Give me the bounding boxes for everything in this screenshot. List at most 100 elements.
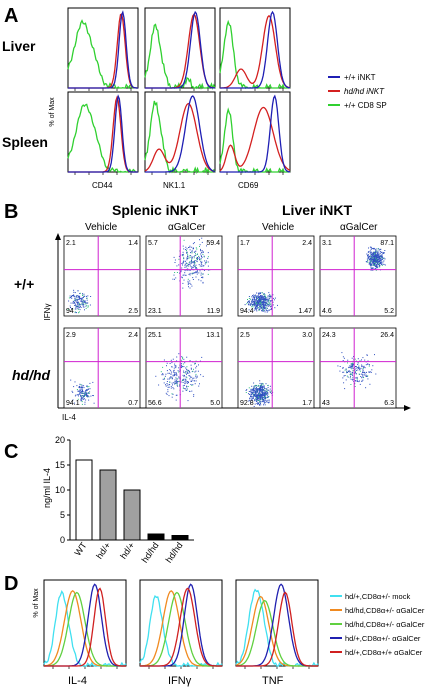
event-dot <box>263 387 265 389</box>
event-dot <box>183 370 185 372</box>
quadrant-percent: 13.1 <box>206 332 220 339</box>
event-dot <box>266 302 268 304</box>
event-dot <box>256 388 258 390</box>
event-dot <box>182 282 184 284</box>
event-dot <box>257 394 259 396</box>
event-dot <box>196 260 198 262</box>
event-dot <box>174 382 176 384</box>
event-dot <box>381 255 382 257</box>
event-dot <box>370 249 372 251</box>
event-dot <box>264 297 266 299</box>
event-dot <box>376 260 378 262</box>
event-dot <box>168 378 170 380</box>
event-dot <box>174 379 176 381</box>
event-dot <box>261 393 263 395</box>
event-dot <box>186 381 188 383</box>
event-dot <box>193 247 194 249</box>
histogram-curve <box>145 10 216 89</box>
event-dot <box>182 382 184 383</box>
event-dot <box>255 391 257 393</box>
event-dot <box>377 256 379 258</box>
event-dot <box>269 295 271 297</box>
event-dot <box>83 303 85 305</box>
event-dot <box>172 278 174 280</box>
event-dot <box>378 248 380 250</box>
event-dot <box>371 369 373 371</box>
event-dot <box>86 295 87 297</box>
quadrant-percent: 2.4 <box>302 240 312 247</box>
event-dot <box>369 371 371 373</box>
event-dot <box>264 402 266 404</box>
event-dot <box>256 392 258 394</box>
event-dot <box>171 362 173 364</box>
event-dot <box>375 266 377 267</box>
event-dot <box>259 297 261 298</box>
event-dot <box>256 298 257 300</box>
event-dot <box>257 307 259 309</box>
event-dot <box>78 299 80 301</box>
event-dot <box>180 270 182 272</box>
event-dot <box>255 396 257 398</box>
event-dot <box>262 299 264 300</box>
event-dot <box>189 372 191 374</box>
event-dot <box>268 401 270 403</box>
event-dot <box>190 252 191 254</box>
flow-plot-frame <box>63 327 141 409</box>
event-dot <box>175 365 177 367</box>
event-dot <box>265 392 267 393</box>
event-dot <box>78 305 80 307</box>
panel-a-ylabel: % of Max <box>49 97 56 127</box>
event-dot <box>77 301 79 303</box>
event-dot <box>176 373 178 375</box>
event-dot <box>174 372 176 374</box>
quadrant-percent: 4.6 <box>322 308 332 315</box>
event-dot <box>256 310 258 312</box>
event-dot <box>266 305 268 307</box>
event-dot <box>73 291 75 293</box>
event-dot <box>187 264 189 265</box>
event-dot <box>78 390 80 392</box>
event-dot <box>182 287 184 289</box>
event-dot <box>263 385 265 387</box>
histogram-curve <box>67 19 138 90</box>
event-dot <box>74 298 76 300</box>
event-dot <box>195 380 197 382</box>
event-dot <box>174 365 176 367</box>
event-dot <box>184 378 186 380</box>
event-dot <box>191 268 193 270</box>
event-dot <box>249 398 251 400</box>
event-dot <box>372 262 374 264</box>
event-dot <box>190 261 192 263</box>
event-dot <box>191 390 193 392</box>
event-dot <box>376 256 378 257</box>
event-dot <box>185 367 187 369</box>
event-dot <box>181 267 183 269</box>
event-dot <box>375 264 377 266</box>
event-dot <box>369 256 370 258</box>
event-dot <box>74 292 76 294</box>
event-dot <box>379 261 381 263</box>
event-dot <box>373 248 375 250</box>
event-dot <box>155 375 157 377</box>
event-dot <box>82 395 84 397</box>
event-dot <box>170 359 172 361</box>
event-dot <box>197 270 198 272</box>
event-dot <box>350 367 352 369</box>
event-dot <box>253 302 255 304</box>
event-dot <box>269 294 271 296</box>
event-dot <box>76 385 78 387</box>
event-dot <box>359 383 361 385</box>
event-dot <box>182 380 184 381</box>
event-dot <box>376 258 378 260</box>
event-dot <box>256 399 258 401</box>
event-dot <box>256 400 258 402</box>
event-dot <box>383 252 385 254</box>
event-dot <box>383 263 385 265</box>
event-dot <box>176 265 178 267</box>
event-dot <box>271 308 272 309</box>
event-dot <box>263 299 265 301</box>
event-dot <box>261 385 263 387</box>
event-dot <box>367 254 368 256</box>
event-dot <box>165 384 166 386</box>
event-dot <box>359 369 361 371</box>
